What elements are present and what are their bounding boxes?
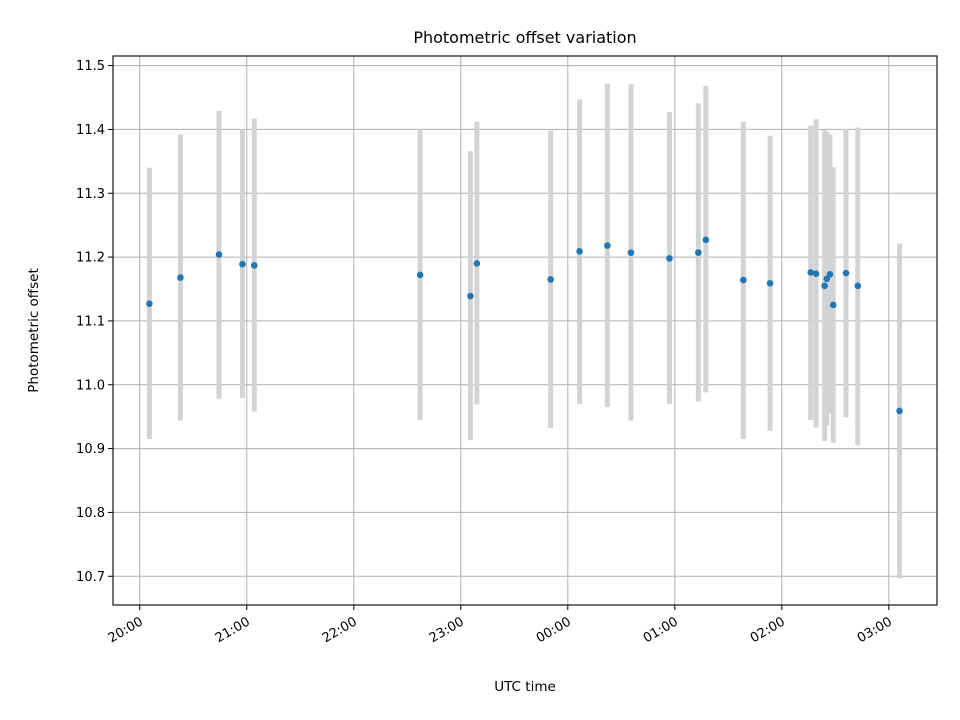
data-point	[467, 292, 474, 300]
data-point	[604, 242, 611, 249]
data-point	[695, 249, 702, 256]
data-point	[473, 260, 481, 267]
data-point	[177, 274, 184, 281]
data-point	[829, 301, 837, 309]
data-point	[547, 276, 554, 283]
data-point	[842, 269, 850, 277]
data-point	[215, 251, 223, 258]
y-tick-label: 11.3	[76, 187, 105, 202]
y-tick-label: 11.0	[76, 378, 105, 393]
data-point	[146, 300, 153, 307]
data-point	[250, 262, 258, 269]
data-point	[807, 269, 815, 276]
data-point	[854, 282, 862, 290]
data-point	[826, 271, 834, 278]
data-point	[576, 248, 583, 255]
data-point	[416, 271, 424, 279]
data-point	[666, 255, 673, 262]
data-points	[146, 236, 903, 415]
grid	[113, 56, 937, 605]
data-point	[702, 236, 710, 244]
data-point	[896, 407, 903, 415]
data-point	[812, 270, 820, 277]
x-axis-label: UTC time	[494, 679, 556, 695]
y-tick-label: 11.4	[76, 123, 105, 138]
y-tick-label: 10.8	[76, 506, 105, 521]
data-point	[239, 260, 246, 268]
y-tick-label: 10.7	[76, 570, 105, 585]
chart-title: Photometric offset variation	[413, 28, 636, 47]
y-axis-label: Photometric offset	[26, 268, 42, 392]
y-tick-label: 10.9	[76, 442, 105, 457]
data-point	[627, 249, 635, 256]
y-tick-label: 11.5	[76, 59, 105, 74]
data-point	[740, 276, 747, 284]
y-tick-label: 11.1	[76, 314, 105, 329]
plot-frame	[112, 55, 938, 606]
data-point	[821, 282, 828, 290]
data-point	[766, 279, 774, 287]
y-tick-label: 11.2	[76, 251, 105, 266]
